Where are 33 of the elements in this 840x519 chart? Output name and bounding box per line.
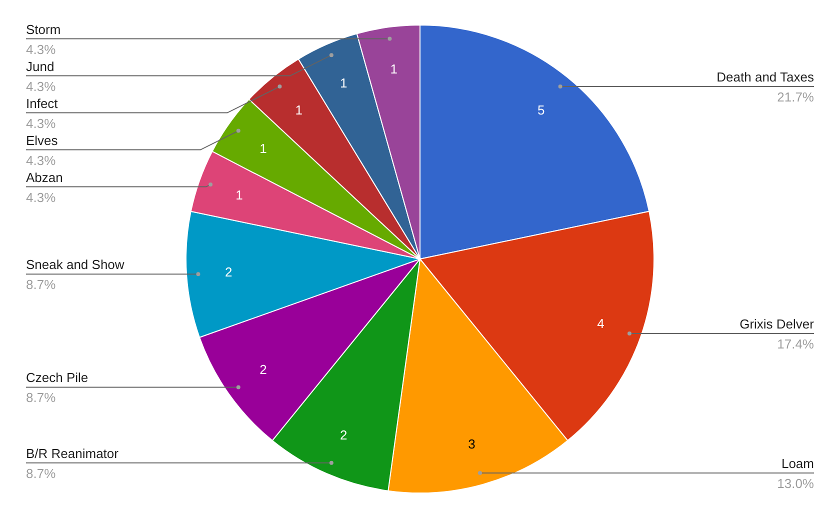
- text: 8.7%: [26, 466, 56, 481]
- text: 4.3%: [26, 78, 56, 94]
- slice-label: Storm: [26, 22, 61, 37]
- slice-label: B/R Reanimator: [26, 446, 120, 461]
- text: 4.3%: [26, 116, 56, 131]
- slice-label: Elves: [26, 132, 58, 148]
- slice-label: Sneak and Show: [26, 257, 125, 272]
- slice-label: Grixis Delver: [740, 316, 815, 332]
- text: 13.0%: [777, 476, 814, 492]
- data-label: 2: [340, 428, 348, 443]
- text: 8.7%: [26, 390, 56, 406]
- data-label: 1: [295, 102, 303, 118]
- slice-label: Czech Pile: [26, 370, 88, 386]
- text: 8.7%: [26, 277, 56, 292]
- data-label: 1: [236, 187, 243, 202]
- data-label: 1: [260, 140, 267, 156]
- text: 4.3%: [26, 42, 56, 57]
- slice-label: Jund: [26, 58, 54, 74]
- data-label: 1: [390, 61, 398, 76]
- slice-label: Death and Taxes: [716, 70, 814, 85]
- text: 4.3%: [26, 152, 56, 168]
- text: 17.4%: [777, 336, 814, 352]
- data-label: 5: [537, 102, 545, 118]
- slice-label: Loam: [781, 456, 814, 472]
- data-label: 4: [597, 316, 604, 331]
- data-label: 2: [260, 362, 267, 378]
- data-label: 3: [468, 436, 476, 452]
- slice-label: Infect: [26, 96, 58, 111]
- data-label: 1: [340, 76, 348, 91]
- text: 4.3%: [26, 190, 56, 205]
- data-label: 2: [224, 264, 232, 280]
- text: 21.7%: [777, 90, 814, 105]
- slice-label: Abzan: [26, 170, 63, 185]
